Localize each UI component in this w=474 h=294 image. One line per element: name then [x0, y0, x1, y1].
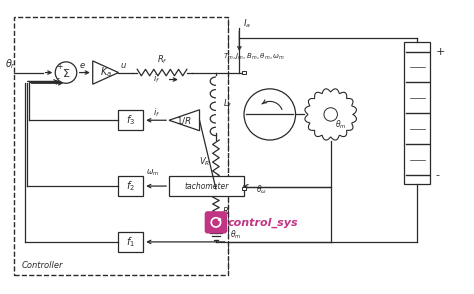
Bar [242, 71, 246, 74]
Text: $\omega_m$: $\omega_m$ [146, 168, 159, 178]
Text: tachometer: tachometer [184, 182, 229, 191]
Bar [118, 111, 143, 130]
Bar [15, 17, 228, 275]
Text: $T_m,J_m,B_m,\theta_m,\omega_m$: $T_m,J_m,B_m,\theta_m,\omega_m$ [223, 52, 285, 62]
Text: $f_3$: $f_3$ [126, 113, 135, 127]
FancyBboxPatch shape [205, 211, 227, 233]
Text: $\theta_r$: $\theta_r$ [5, 57, 16, 71]
Text: $\theta_\omega$: $\theta_\omega$ [256, 183, 267, 196]
Text: $i_f$: $i_f$ [153, 73, 160, 85]
Text: -: - [56, 74, 60, 83]
Text: $1/R$: $1/R$ [176, 115, 192, 126]
Text: $R$: $R$ [221, 206, 228, 216]
Text: $\Sigma$: $\Sigma$ [62, 66, 70, 78]
Text: $V_R$: $V_R$ [199, 156, 210, 168]
Text: $f_1$: $f_1$ [126, 235, 135, 249]
Circle shape [244, 89, 296, 140]
Text: -: - [436, 170, 440, 180]
Bar [118, 176, 143, 196]
Polygon shape [93, 61, 118, 84]
Text: $f_2$: $f_2$ [126, 179, 135, 193]
Bar [242, 187, 246, 191]
Text: $L_f$: $L_f$ [223, 98, 232, 110]
Text: $\theta_m$: $\theta_m$ [230, 228, 242, 241]
Bar [404, 42, 430, 184]
Text: control_sys: control_sys [228, 217, 298, 228]
Bar [118, 232, 143, 252]
Text: $i_f$: $i_f$ [153, 107, 160, 119]
Circle shape [324, 108, 337, 121]
Text: e: e [80, 61, 85, 70]
Text: $I_a$: $I_a$ [243, 17, 251, 29]
Text: $R_f$: $R_f$ [157, 54, 167, 66]
Text: +: + [436, 47, 445, 57]
Bar [169, 176, 244, 196]
Text: +: + [56, 63, 62, 71]
Text: u: u [121, 61, 126, 70]
Polygon shape [169, 110, 200, 131]
Text: $\theta_m$: $\theta_m$ [336, 118, 347, 131]
Text: $K_a$: $K_a$ [100, 66, 112, 79]
Circle shape [55, 62, 77, 83]
Text: Controller: Controller [21, 261, 63, 270]
